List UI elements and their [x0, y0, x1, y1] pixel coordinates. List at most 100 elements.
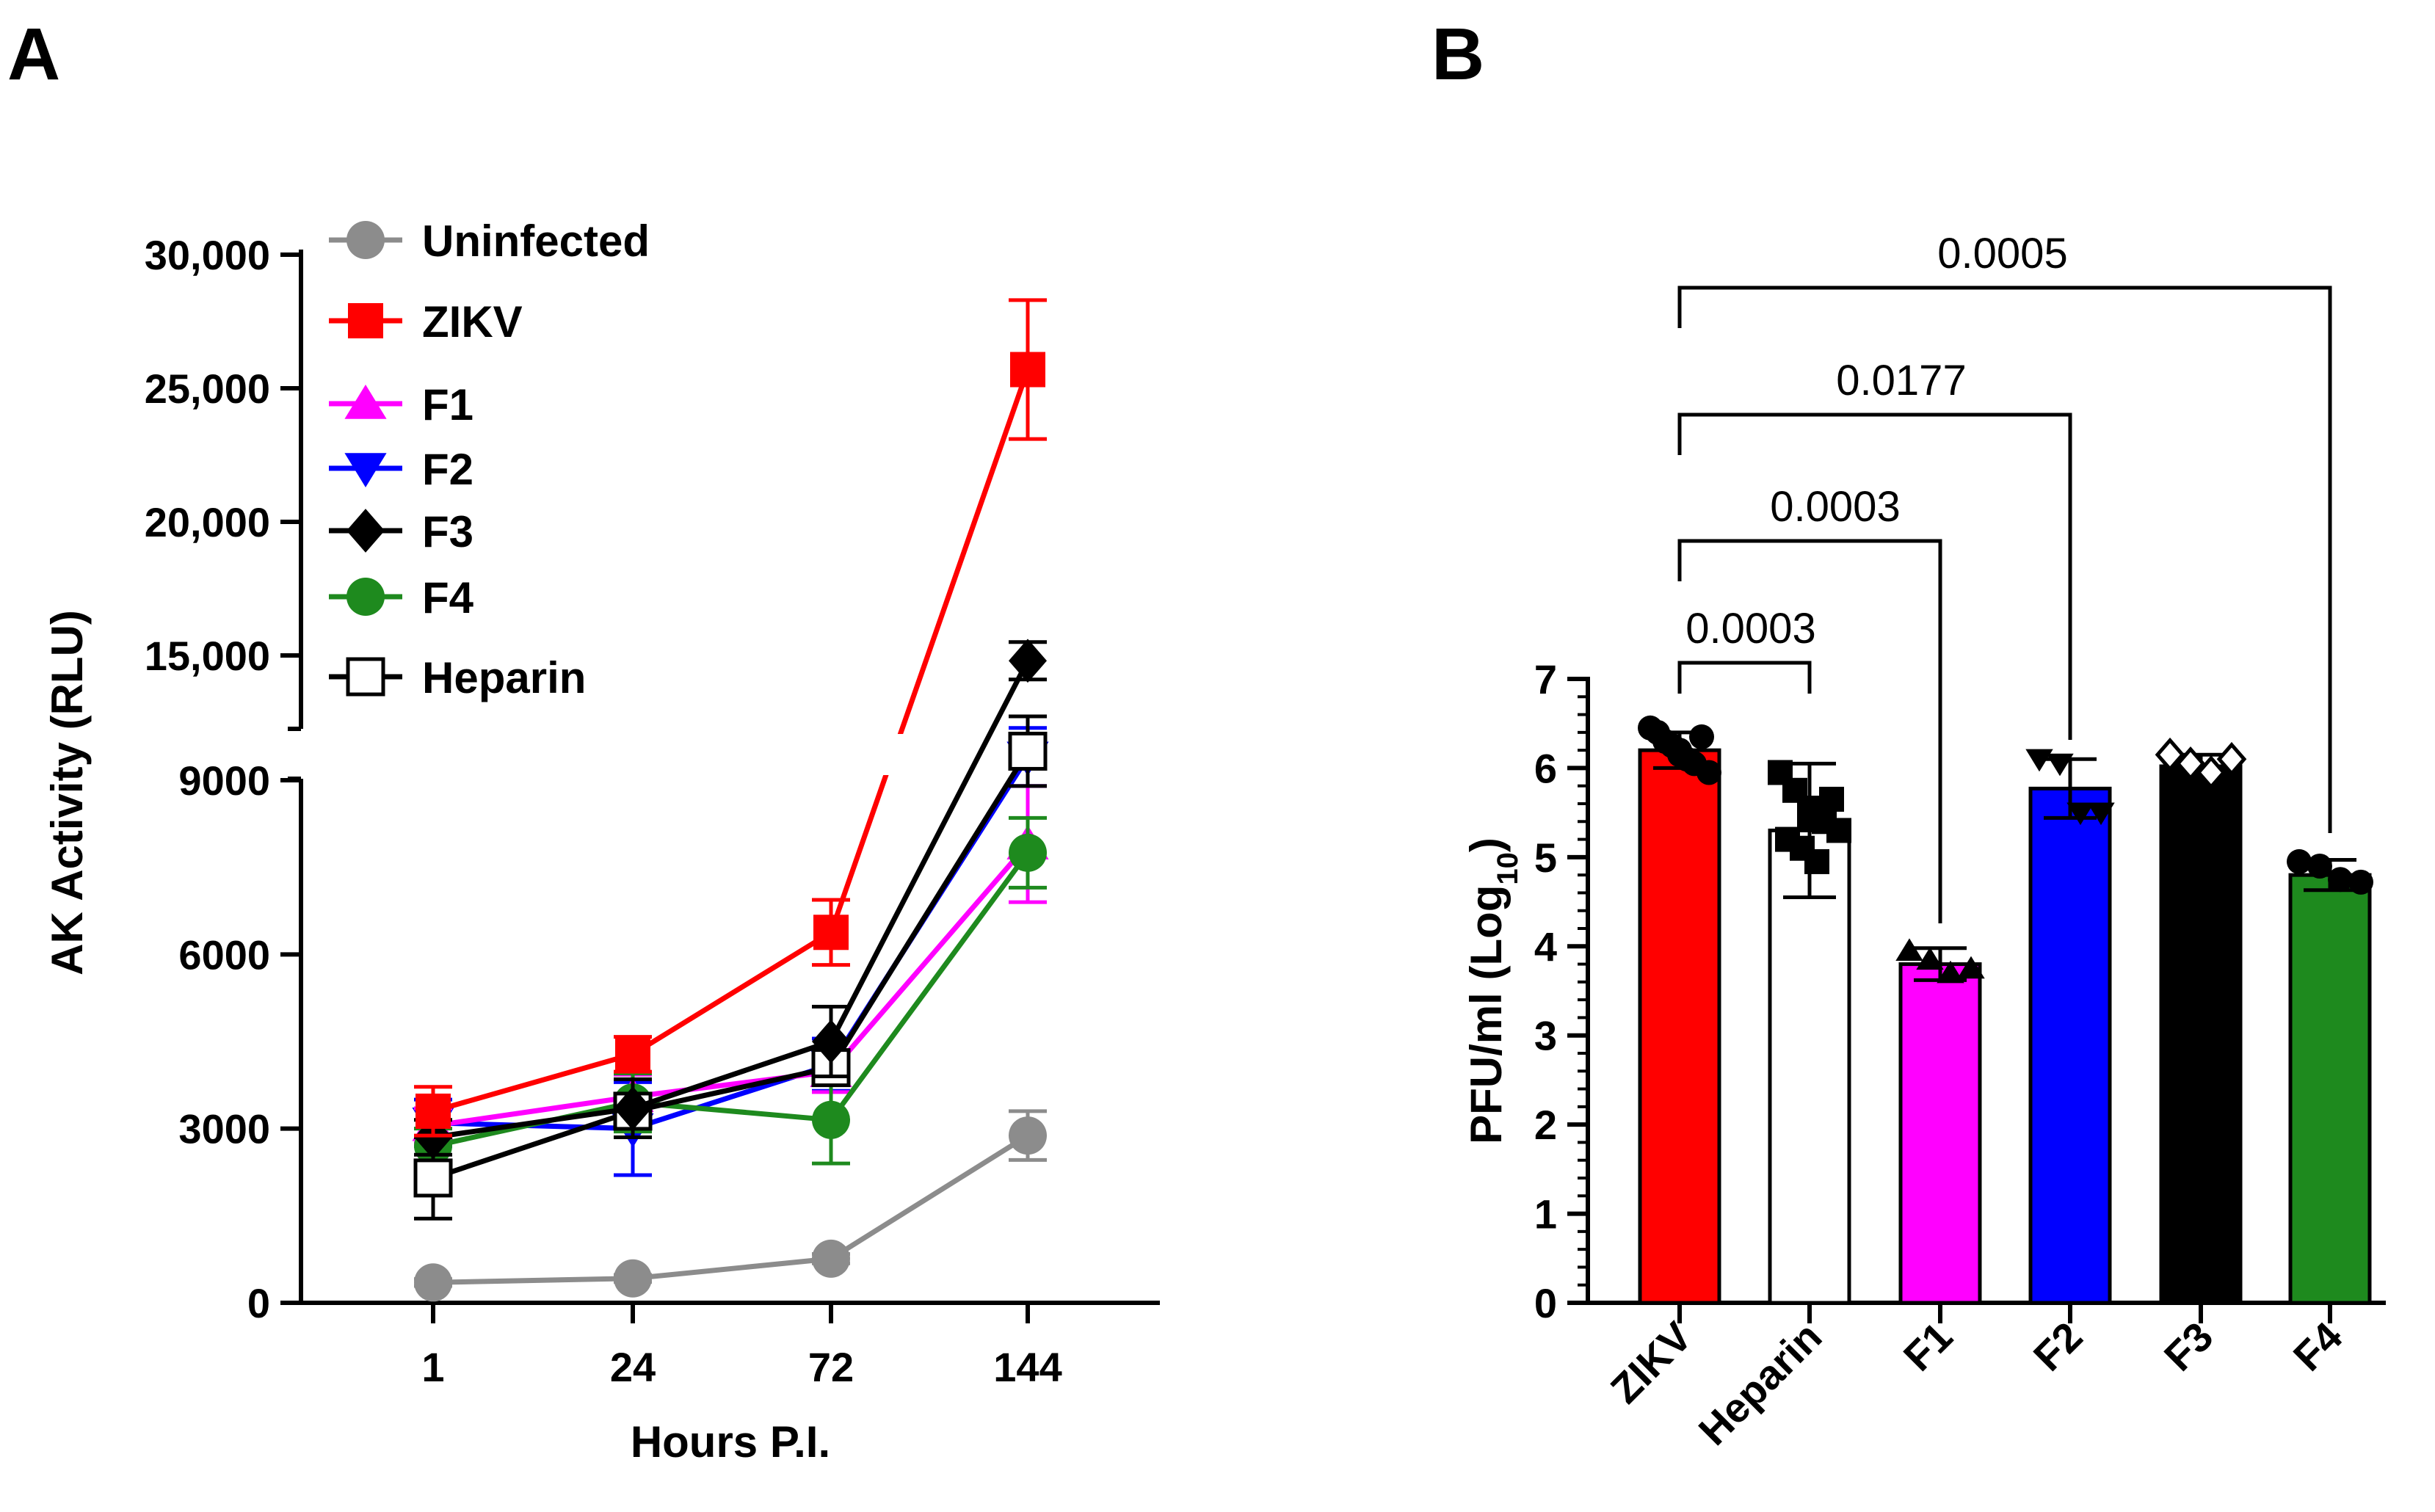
- panel-a-line-chart: 0 3000 6000 9000 15,000 20,000 25,000 30,000 1 24…: [43, 217, 1160, 1466]
- series-zikv: [414, 298, 1047, 1138]
- y-axis-title: AK Activity (RLU): [43, 610, 92, 975]
- panel-b-letter: B: [1431, 13, 1484, 95]
- data-point: [415, 1093, 451, 1129]
- x-tick-label: 72: [808, 1344, 854, 1390]
- legend-marker: [344, 453, 387, 487]
- x-tick-label: ZIKV: [1602, 1313, 1701, 1412]
- y-tick-label: 15,000: [145, 633, 270, 679]
- comparison-bracket: 0.0005: [1677, 230, 2332, 833]
- legend-marker: [346, 221, 385, 259]
- bracket-line: [1677, 661, 1812, 694]
- x-tick-label: F3: [2155, 1313, 2222, 1380]
- x-tick-label: 144: [993, 1344, 1062, 1390]
- data-point: [813, 915, 849, 951]
- x-axis-title: Hours P.I.: [631, 1417, 830, 1466]
- data-point: [1826, 818, 1851, 843]
- data-point: [2175, 746, 2206, 781]
- data-point: [1797, 804, 1822, 830]
- data-point: [2307, 854, 2332, 879]
- series-line-segment: [829, 842, 1030, 1074]
- data-point: [812, 1019, 850, 1064]
- p-value-label: 0.0003: [1685, 605, 1815, 653]
- legend-marker: [346, 509, 385, 553]
- y-tick-label: 6: [1534, 745, 1557, 791]
- data-point: [1009, 1116, 1047, 1155]
- data-point: [413, 1158, 453, 1198]
- series-line-segment: [631, 1039, 832, 1111]
- x-tick-label: Heparin: [1690, 1313, 1831, 1454]
- series-line-segment: [432, 1052, 634, 1114]
- y-tick-label: 4: [1534, 923, 1557, 970]
- series-line-segment: [432, 1276, 634, 1285]
- data-point: [2155, 737, 2185, 772]
- legend-marker: [348, 303, 383, 338]
- data-point: [614, 1259, 652, 1298]
- series-line-segment: [631, 930, 832, 1057]
- data-point: [2046, 753, 2074, 777]
- data-point: [1819, 786, 1844, 812]
- y-tick-label: 25,000: [145, 366, 270, 412]
- legend-label: F1: [422, 380, 473, 429]
- y-tick-label: 0: [1534, 1280, 1557, 1326]
- series-line-segment: [830, 1133, 1029, 1261]
- bar: [1768, 828, 1851, 1305]
- x-tick-label: 1: [421, 1344, 444, 1390]
- series-line-segment: [632, 1065, 832, 1114]
- data-point: [1689, 724, 1714, 749]
- data-point: [812, 1239, 850, 1278]
- y-tick-label: 7: [1534, 656, 1557, 702]
- legend-marker: [344, 385, 387, 419]
- series-line-segment: [432, 1105, 634, 1140]
- series-uninfected: [414, 1109, 1047, 1302]
- bar: [1638, 748, 1721, 1305]
- p-value-label: 0.0003: [1770, 483, 1900, 531]
- data-point: [2196, 755, 2227, 790]
- legend-label: ZIKV: [422, 297, 523, 346]
- data-point: [1667, 738, 1692, 763]
- y-axis-title: PFU/ml (Log10): [1462, 837, 1524, 1144]
- x-tick-label: 24: [610, 1344, 656, 1390]
- y-tick-label: 30,000: [145, 232, 270, 278]
- panel-a-letter: A: [7, 13, 60, 95]
- series-heparin: [413, 714, 1048, 1221]
- series-line-segment: [828, 659, 1031, 1043]
- legend-label: F2: [422, 445, 473, 494]
- legend-label: F3: [422, 507, 473, 556]
- y-tick-label: 0: [247, 1280, 270, 1326]
- data-point: [1008, 731, 1048, 771]
- series-line-segment: [632, 1256, 832, 1282]
- y-axis-title-end: ): [1462, 837, 1511, 852]
- data-point: [2025, 749, 2053, 772]
- series-line-segment: [829, 851, 1030, 1122]
- data-point: [1010, 352, 1045, 388]
- data-point: [1895, 938, 1923, 961]
- comparison-bracket: 0.0177: [1677, 357, 2072, 740]
- data-point: [2348, 869, 2373, 895]
- y-axis-title-main: PFU/ml (Log: [1462, 885, 1511, 1144]
- x-tick-label: F1: [1895, 1313, 1962, 1380]
- bar: [2288, 873, 2372, 1305]
- p-value-label: 0.0177: [1836, 357, 1966, 404]
- data-point: [1957, 956, 1985, 979]
- data-point: [1009, 639, 1047, 683]
- bracket-line: [1677, 539, 1942, 923]
- legend-label: Heparin: [422, 653, 586, 702]
- x-tick-label: F4: [2285, 1313, 2351, 1380]
- data-point: [2066, 802, 2094, 826]
- y-tick-label: 1: [1534, 1191, 1557, 1237]
- x-tick-label: F2: [2025, 1313, 2091, 1380]
- series-line-segment: [828, 368, 1031, 934]
- legend-label: F4: [422, 573, 474, 622]
- data-point: [2287, 848, 2312, 874]
- bar-group-f2: F2: [2025, 749, 2115, 1380]
- y-tick-label: 20,000: [145, 499, 270, 545]
- bar-group-f3: F3: [2155, 737, 2247, 1380]
- bar-group-f1: F1: [1895, 938, 1985, 1380]
- comparison-bracket: 0.0003: [1677, 605, 1816, 694]
- y-tick-label: 5: [1534, 835, 1557, 881]
- data-point: [1009, 833, 1047, 872]
- legend-label: Uninfected: [422, 217, 650, 266]
- bar-group-f4: F4: [2285, 848, 2373, 1380]
